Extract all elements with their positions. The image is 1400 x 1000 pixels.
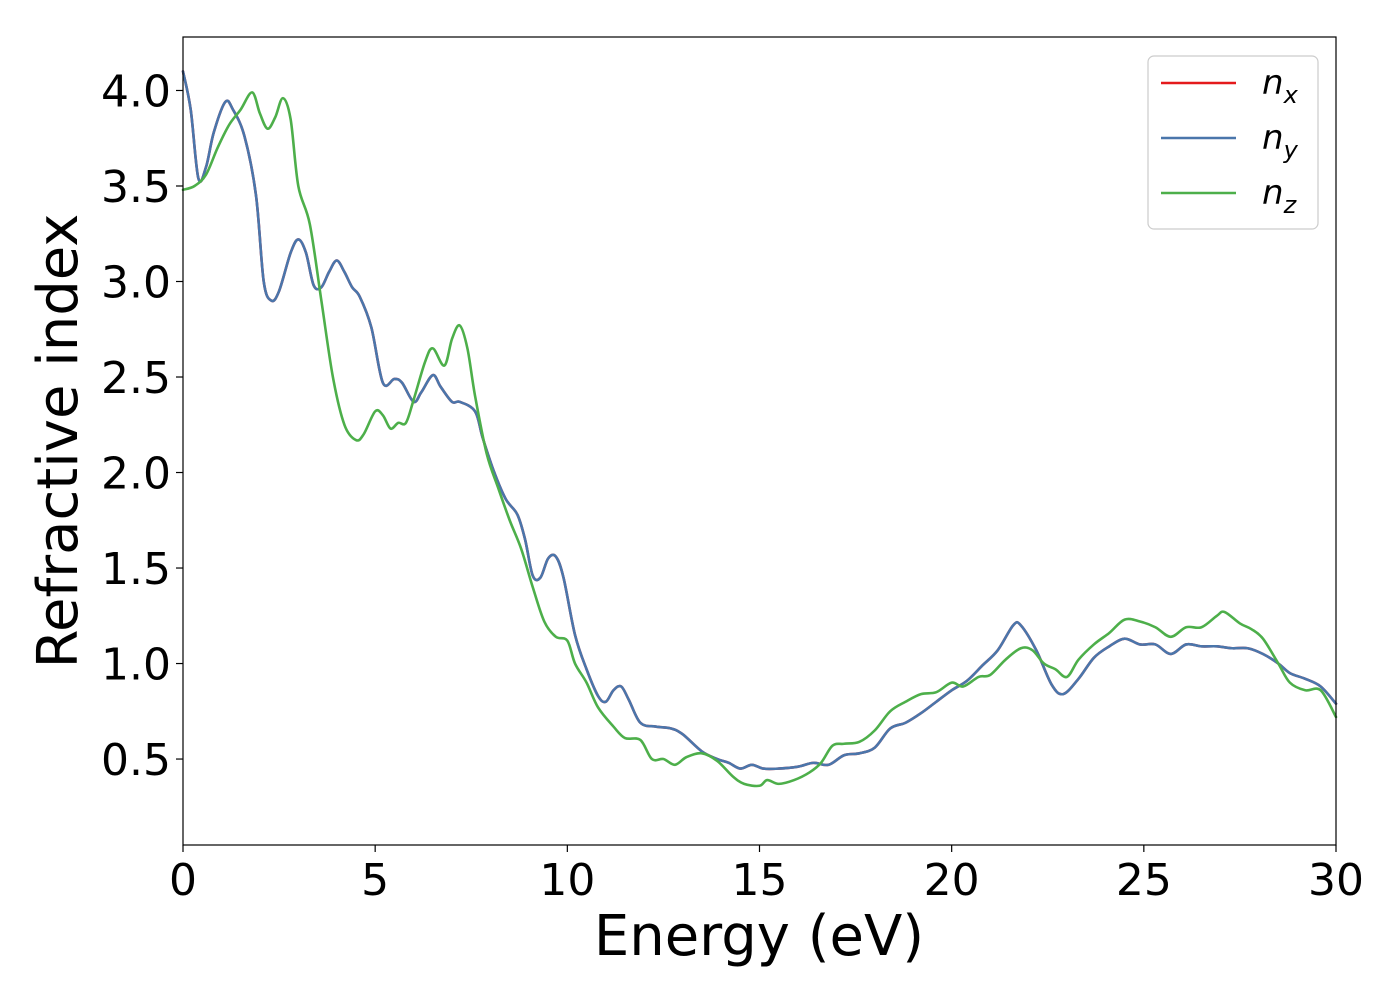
y-axis-ticks: 0.5 1.0 1.5 2.0 2.5 3.0 3.5 4.0 <box>101 66 183 786</box>
series-line-n-y <box>181 70 1338 771</box>
legend: nx ny nz <box>1147 55 1319 230</box>
y-tick-label: 3.5 <box>101 162 171 213</box>
y-tick-label: 1.5 <box>101 544 171 595</box>
x-tick-label: 5 <box>361 855 389 906</box>
x-tick-label: 20 <box>924 855 980 906</box>
y-tick-label: 2.5 <box>101 353 171 404</box>
x-tick-label: 15 <box>732 855 788 906</box>
x-tick-label: 25 <box>1116 855 1172 906</box>
legend-box <box>1147 55 1319 230</box>
series-layer <box>181 70 1338 788</box>
y-tick-label: 2.0 <box>101 449 171 500</box>
legend-label-n-y: ny <box>1262 118 1299 164</box>
x-axis-ticks: 0 5 10 15 20 25 30 <box>169 845 1364 906</box>
x-tick-label: 10 <box>539 855 595 906</box>
y-tick-label: 1.0 <box>101 640 171 691</box>
x-axis-title: Energy (eV) <box>594 904 924 969</box>
y-axis-title: Refractive index <box>26 214 91 669</box>
x-tick-label: 0 <box>169 855 197 906</box>
y-tick-label: 0.5 <box>101 735 171 786</box>
x-tick-label: 30 <box>1308 855 1364 906</box>
series-line-n-z <box>181 91 1338 788</box>
y-tick-label: 4.0 <box>101 66 171 117</box>
legend-entries: nx ny nz <box>1161 63 1299 219</box>
legend-label-n-x: nx <box>1262 63 1299 109</box>
y-tick-label: 3.0 <box>101 258 171 309</box>
legend-label-n-z: nz <box>1262 173 1298 219</box>
